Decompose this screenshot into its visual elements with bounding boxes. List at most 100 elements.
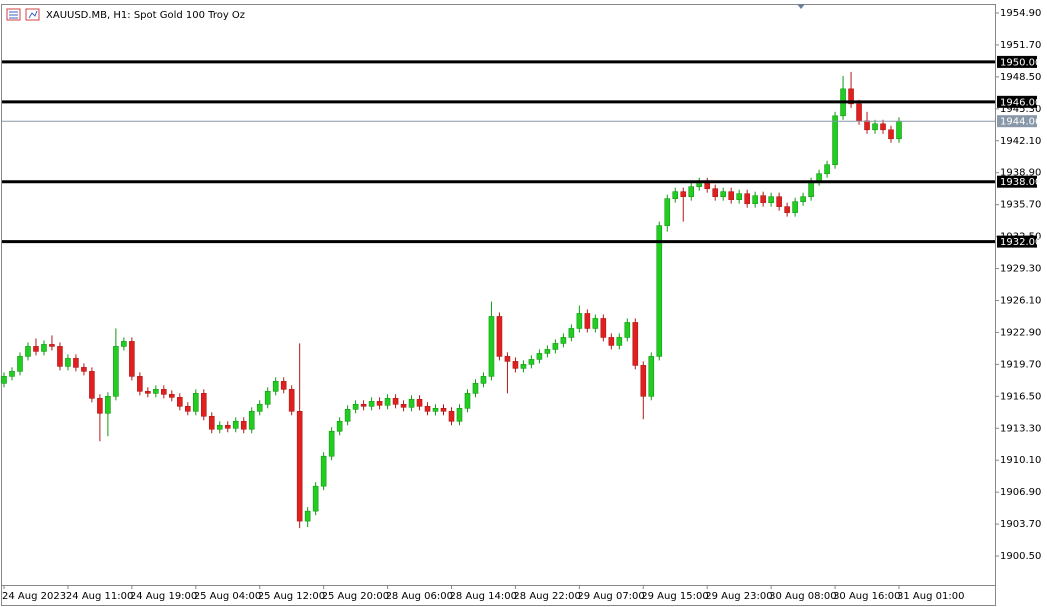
candle-body <box>896 120 902 140</box>
candle-body <box>784 206 790 213</box>
candle-body <box>424 406 431 412</box>
y-tick-label: 1906.90 <box>1000 487 1041 498</box>
candle-body <box>608 337 615 346</box>
candle-body <box>184 406 191 412</box>
current-price-box <box>997 115 1037 128</box>
candle-body <box>312 485 319 512</box>
current-price-label: 1944.06 <box>1000 117 1041 128</box>
candle-body <box>552 343 559 350</box>
toolbar-icons <box>6 8 40 21</box>
candle-body <box>856 103 862 122</box>
candle-body <box>744 193 750 204</box>
candle-body <box>488 316 495 377</box>
y-tick-label: 1913.30 <box>1000 423 1041 434</box>
candle-body <box>272 381 279 392</box>
candle-body <box>496 316 503 357</box>
candle-body <box>153 389 159 394</box>
candle-body <box>480 376 487 384</box>
x-tick-label: 29 Aug 15:00 <box>641 591 708 602</box>
x-tick-label: 24 Aug 19:00 <box>130 591 197 602</box>
y-tick-label: 1938.90 <box>1000 168 1041 179</box>
candle-body <box>25 346 31 357</box>
candle-body <box>624 322 631 338</box>
x-tick-label: 25 Aug 20:00 <box>322 591 389 602</box>
candle-body <box>752 195 758 204</box>
x-tick-label: 29 Aug 07:00 <box>577 591 644 602</box>
candle-body <box>472 383 479 394</box>
candle-body <box>336 420 343 432</box>
chart-title: XAUUSD.MB, H1: Spot Gold 100 Troy Oz <box>46 10 245 21</box>
candle-body <box>57 346 63 367</box>
candle-body <box>464 393 471 409</box>
candle-body <box>632 322 639 366</box>
candle-body <box>169 394 175 398</box>
candle-body <box>248 410 255 430</box>
y-tick-label: 1916.50 <box>1000 391 1041 402</box>
candle-body <box>400 404 407 408</box>
candle-body <box>528 359 535 365</box>
candle-body <box>320 455 327 487</box>
time-axis-frame <box>1 585 996 606</box>
candle-body <box>656 225 663 357</box>
level-label: 1938.00 <box>1000 177 1041 188</box>
candle-body <box>280 381 287 390</box>
candles <box>1 71 902 529</box>
candle-body <box>49 344 55 347</box>
x-tick-label: 25 Aug 04:00 <box>194 591 261 602</box>
plot-frame <box>1 4 996 586</box>
candle-body <box>384 398 391 406</box>
candle-body <box>344 409 351 422</box>
candle-body <box>240 420 247 430</box>
x-tick-label: 28 Aug 14:00 <box>450 591 517 602</box>
candle-body <box>872 123 878 131</box>
candle-body <box>728 191 734 200</box>
x-tick-label: 24 Aug 11:00 <box>66 591 133 602</box>
y-tick-label: 1910.10 <box>1000 455 1041 466</box>
candle-body <box>97 398 103 414</box>
y-tick-label: 1926.10 <box>1000 295 1041 306</box>
candle-body <box>89 371 95 399</box>
candle-body <box>368 401 375 407</box>
candle-body <box>616 337 623 346</box>
candle-body <box>81 367 87 372</box>
x-tick-label: 28 Aug 22:00 <box>513 591 580 602</box>
candle-body <box>432 408 439 412</box>
candle-body <box>776 196 782 207</box>
level-box <box>997 95 1037 108</box>
candle-body <box>544 349 551 354</box>
candle-body <box>352 404 359 410</box>
candle-body <box>392 398 399 405</box>
x-tick-label: 24 Aug 2023 <box>2 591 66 602</box>
candle-body <box>192 393 199 412</box>
candle-body <box>680 191 687 197</box>
shift-marker <box>797 4 805 9</box>
candle-body <box>584 313 591 329</box>
y-tick-label: 1948.50 <box>1000 72 1041 83</box>
candle-body <box>736 193 742 200</box>
candle-body <box>296 410 303 522</box>
y-tick-label: 1954.90 <box>1000 8 1041 19</box>
candle-body <box>664 198 671 226</box>
candle-body <box>800 196 806 202</box>
y-tick-label: 1942.10 <box>1000 136 1041 147</box>
candle-body <box>848 88 854 105</box>
candle-body <box>73 358 79 368</box>
icon <box>25 8 40 21</box>
y-tick-label: 1903.70 <box>1000 519 1041 530</box>
candle-body <box>880 123 886 131</box>
candle-body <box>376 401 383 406</box>
candle-body <box>568 328 575 338</box>
level-label: 1932.00 <box>1000 237 1041 248</box>
candle-body <box>121 341 127 347</box>
candle-body <box>720 191 726 197</box>
y-tick-label: 1951.70 <box>1000 40 1041 51</box>
level-box <box>997 235 1037 248</box>
x-tick-label: 29 Aug 23:00 <box>705 591 772 602</box>
candle-body <box>33 346 39 352</box>
level-box <box>997 175 1037 188</box>
icon <box>28 10 38 19</box>
candle-body <box>560 337 567 344</box>
candle-body <box>208 415 215 430</box>
x-tick-label: 28 Aug 06:00 <box>386 591 453 602</box>
